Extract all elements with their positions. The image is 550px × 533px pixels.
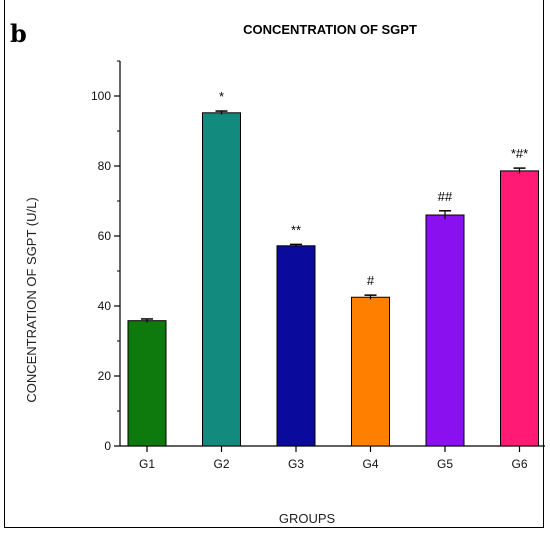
x-tick-label-g5: G5 xyxy=(437,457,453,471)
panel-label: b xyxy=(10,19,27,48)
bar-g5 xyxy=(425,214,465,447)
chart-marks: 0 20 40 60 80 100 G1 G2 * G3 ** G4 # G5 ## G6 *#* xyxy=(91,60,539,471)
significance-marker-g4: # xyxy=(367,273,375,288)
y-tick-label: 40 xyxy=(98,299,112,313)
bar-g1 xyxy=(127,320,167,447)
y-tick-label: 0 xyxy=(104,439,111,453)
y-tick-label: 20 xyxy=(98,369,112,383)
x-tick-label-g4: G4 xyxy=(362,457,378,471)
significance-marker-g6: *#* xyxy=(511,146,528,161)
bar-g4 xyxy=(351,296,390,447)
y-axis-label: CONCENTRATION OF SGPT (U/L) xyxy=(24,197,39,402)
significance-marker-g2: * xyxy=(219,89,224,104)
x-tick-label-g3: G3 xyxy=(288,457,304,471)
bar-g3 xyxy=(276,245,316,447)
x-axis-label: GROUPS xyxy=(279,511,336,526)
y-tick-label: 80 xyxy=(98,159,112,173)
chart-title: CONCENTRATION OF SGPT xyxy=(243,22,417,37)
x-tick-label-g6: G6 xyxy=(511,457,527,471)
bar-g2 xyxy=(202,112,241,447)
bar-g6 xyxy=(500,170,539,447)
y-tick-label: 100 xyxy=(91,89,111,103)
significance-marker-g3: ** xyxy=(291,222,301,237)
x-tick-label-g1: G1 xyxy=(139,457,155,471)
significance-marker-g5: ## xyxy=(438,189,453,204)
x-tick-label-g2: G2 xyxy=(213,457,229,471)
panel-frame xyxy=(4,0,544,528)
y-tick-label: 60 xyxy=(98,229,112,243)
